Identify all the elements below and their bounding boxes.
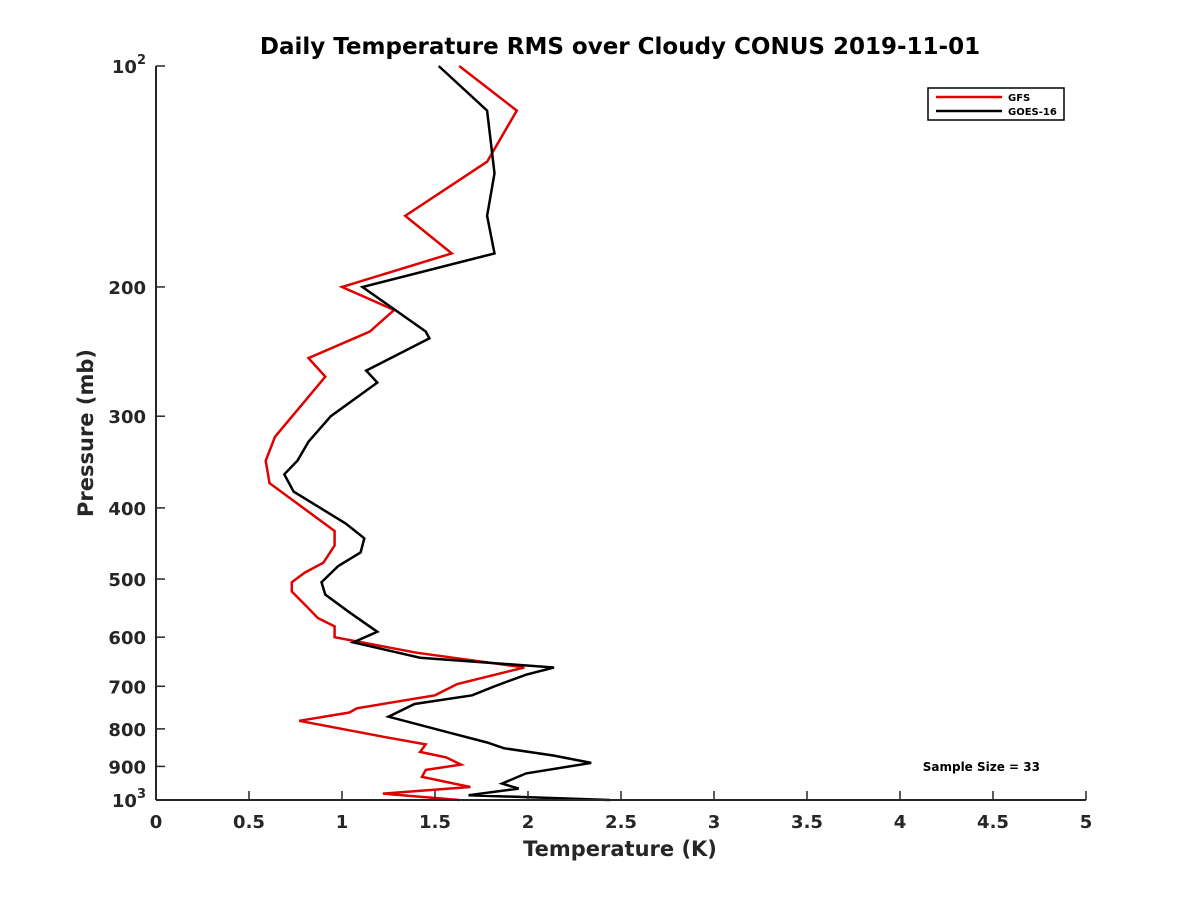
x-tick-label: 4 <box>894 812 907 833</box>
sample-size-annotation: Sample Size = 33 <box>923 760 1040 774</box>
legend-label-gfs: GFS <box>1008 93 1030 104</box>
y-axis-title: Pressure (mb) <box>74 349 98 517</box>
legend-box <box>927 87 1065 121</box>
x-tick-label: 1 <box>336 812 349 833</box>
series-line-gfs <box>264 65 525 802</box>
x-tick-label: 2 <box>522 812 535 833</box>
x-tick-label: 2.5 <box>605 812 637 833</box>
y-tick-label: 500 <box>108 570 146 591</box>
x-tick-label: 3.5 <box>791 812 823 833</box>
x-tick-label: 0 <box>150 812 163 833</box>
y-tick-label: 102 <box>112 53 146 78</box>
y-tick-label: 700 <box>108 677 146 698</box>
plot-area: 0 0.5 1 1.5 2 2.5 3 3.5 4 4.5 5 102 200 300 400 500 600… <box>108 53 1092 833</box>
legend: GFS GOES-16 <box>927 87 1065 121</box>
y-tick-label: 103 <box>112 787 146 812</box>
x-axis-ticks: 0 0.5 1 1.5 2 2.5 3 3.5 4 4.5 5 <box>150 791 1093 833</box>
x-axis-title: Temperature (K) <box>523 837 717 861</box>
x-tick-label: 4.5 <box>977 812 1009 833</box>
x-tick-label: 3 <box>708 812 721 833</box>
chart-title: Daily Temperature RMS over Cloudy CONUS … <box>260 34 980 60</box>
x-tick-label: 0.5 <box>233 812 265 833</box>
y-tick-label: 800 <box>108 720 146 741</box>
y-tick-label: 300 <box>108 407 146 428</box>
y-tick-label: 400 <box>108 499 146 520</box>
x-tick-label: 1.5 <box>419 812 451 833</box>
y-tick-label: 900 <box>108 757 146 778</box>
series-line-goes16 <box>282 65 610 802</box>
legend-label-goes16: GOES-16 <box>1008 107 1057 118</box>
y-tick-label: 200 <box>108 278 146 299</box>
y-tick-label: 600 <box>108 628 146 649</box>
series-layer <box>264 65 610 802</box>
y-axis-ticks: 102 200 300 400 500 600 700 800 900 103 <box>108 53 165 812</box>
x-tick-label: 5 <box>1080 812 1093 833</box>
